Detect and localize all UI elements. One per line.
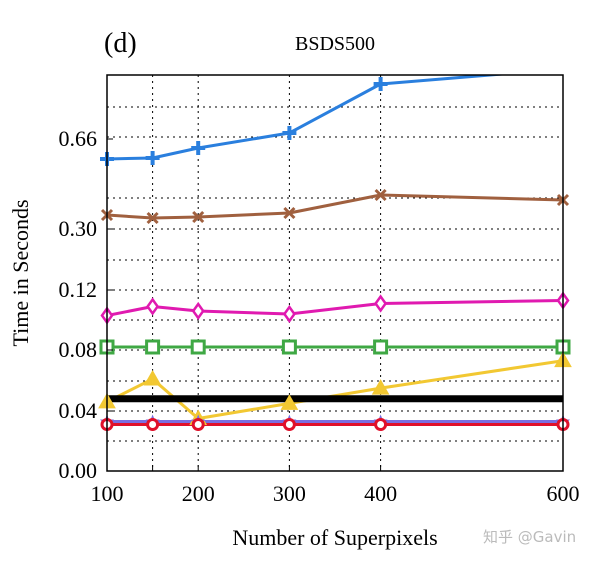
markers-group <box>98 77 572 431</box>
marker-brown-x <box>374 188 387 202</box>
marker-yellow-triangle <box>143 369 162 386</box>
marker-red-circle <box>282 418 296 431</box>
marker-blue-plus <box>145 151 160 165</box>
series-line-yellow-triangle <box>107 359 563 420</box>
marker-red-circle <box>191 418 205 431</box>
series-group <box>107 75 563 426</box>
marker-magenta-diamond <box>191 301 205 321</box>
x-tick-label: 400 <box>364 481 397 506</box>
plot-frame <box>106 74 564 472</box>
chart-title: BSDS500 <box>295 33 375 55</box>
marker-blue-plus <box>282 126 297 140</box>
watermark: 知乎 @Gavin <box>483 528 576 546</box>
marker-green-square <box>281 339 297 355</box>
y-tick-label: 0.04 <box>59 398 98 423</box>
marker-magenta-diamond <box>374 294 388 313</box>
marker-yellow-triangle <box>371 379 390 395</box>
x-tick-label: 200 <box>182 481 215 506</box>
x-tick-label: 300 <box>273 481 306 506</box>
marker-yellow-triangle <box>280 394 299 410</box>
marker-magenta-diamond <box>146 297 160 316</box>
marker-brown-x <box>192 210 205 224</box>
marker-red-circle <box>374 418 388 431</box>
ticks-group: 0.00 0.04 0.08 0.12 0.30 0.66 100 200 300 400 600 <box>59 126 580 506</box>
y-axis-label: Time in Seconds <box>8 199 33 346</box>
marker-blue-plus <box>191 141 206 155</box>
marker-brown-x <box>283 206 296 220</box>
marker-green-square <box>145 339 161 355</box>
x-tick-label: 100 <box>91 481 124 506</box>
y-tick-label: 0.00 <box>59 458 98 483</box>
grid <box>107 75 563 471</box>
y-tick-label: 0.66 <box>59 126 98 151</box>
marker-green-square <box>190 339 206 355</box>
series-line-magenta-diamond <box>107 299 563 317</box>
panel-label: (d) <box>104 28 137 59</box>
y-tick-label: 0.12 <box>59 277 98 302</box>
marker-red-circle <box>146 418 160 431</box>
marker-blue-plus <box>373 77 388 91</box>
y-tick-label: 0.30 <box>59 216 98 241</box>
marker-green-square <box>373 339 389 355</box>
x-axis-label: Number of Superpixels <box>232 525 437 550</box>
marker-magenta-diamond <box>282 304 296 324</box>
x-tick-label: 600 <box>547 481 580 506</box>
series-line-brown-x <box>107 193 563 220</box>
series-line-blue-plus <box>107 75 509 161</box>
y-tick-label: 0.08 <box>59 337 98 362</box>
marker-brown-x <box>146 211 159 225</box>
